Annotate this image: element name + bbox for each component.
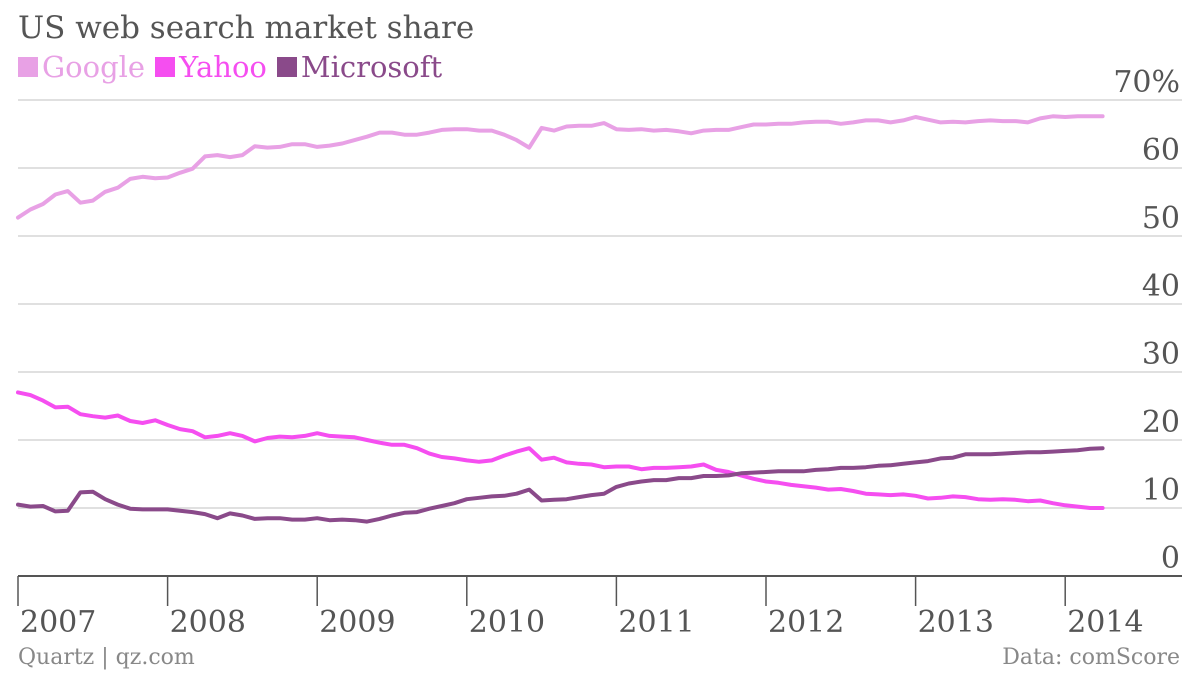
series-line-google — [16, 114, 1105, 220]
legend-swatch-microsoft — [276, 57, 297, 77]
y-tick-label-70: 70% — [1113, 65, 1180, 100]
series-line-yahoo — [16, 390, 1105, 510]
legend-label-google: Google — [42, 50, 146, 84]
legend-label-yahoo: Yahoo — [179, 50, 267, 84]
x-axis: 2007 2008 2009 2010 2011 2012 2013 2014 — [17, 575, 1182, 640]
gridlines — [18, 99, 1182, 509]
chart-legend: Google Yahoo Microsoft — [18, 50, 452, 84]
x-tick-label-2009: 2009 — [319, 605, 395, 640]
y-tick-label-60: 60 — [1142, 133, 1180, 168]
y-tick-label-30: 30 — [1142, 337, 1180, 372]
legend-item-google: Google — [18, 50, 145, 84]
x-tick-label-2013: 2013 — [918, 605, 994, 640]
chart-title: US web search market share — [18, 10, 475, 46]
y-axis-tick-labels: 0 10 20 30 40 50 60 70% — [1113, 65, 1180, 576]
legend-item-microsoft: Microsoft — [276, 50, 443, 84]
series-lines — [16, 114, 1105, 524]
legend-swatch-yahoo — [155, 57, 176, 77]
x-tick-label-2014: 2014 — [1067, 605, 1143, 640]
x-tick-label-2007: 2007 — [20, 605, 96, 640]
legend-swatch-google — [18, 57, 38, 77]
y-tick-label-20: 20 — [1142, 405, 1180, 440]
y-tick-label-50: 50 — [1142, 201, 1180, 236]
x-tick-label-2011: 2011 — [618, 605, 694, 640]
source-credit: Quartz | qz.com — [18, 645, 195, 670]
data-source: Data: comScore — [1002, 645, 1180, 670]
x-tick-label-2012: 2012 — [768, 605, 844, 640]
legend-label-microsoft: Microsoft — [300, 50, 443, 84]
legend-item-yahoo: Yahoo — [155, 50, 267, 84]
x-tick-label-2008: 2008 — [170, 605, 246, 640]
y-tick-label-40: 40 — [1142, 269, 1180, 304]
x-tick-label-2010: 2010 — [469, 605, 545, 640]
series-line-microsoft — [16, 446, 1105, 524]
y-tick-label-10: 10 — [1142, 473, 1180, 508]
y-tick-label-0: 0 — [1161, 541, 1180, 576]
